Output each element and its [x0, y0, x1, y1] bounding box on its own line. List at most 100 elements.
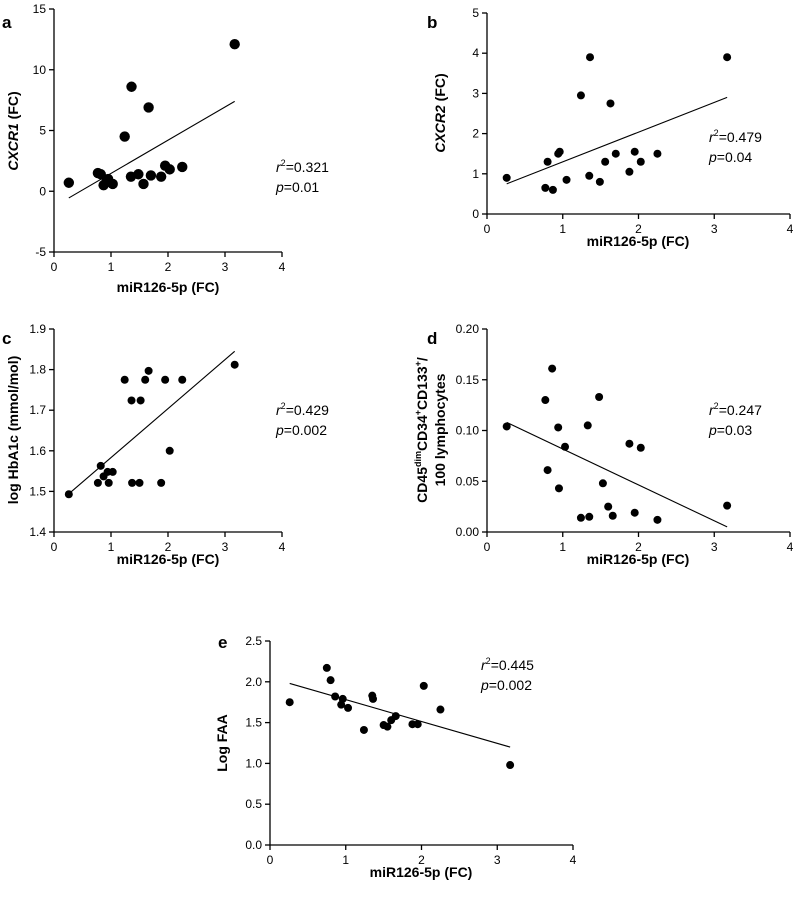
data-point — [436, 705, 445, 714]
data-point — [625, 439, 634, 448]
data-point — [331, 692, 340, 701]
y-tick-label: 1 — [472, 167, 479, 181]
y-tick-label: 1.9 — [29, 322, 46, 336]
data-point — [543, 466, 552, 475]
data-point — [369, 694, 378, 703]
data-point — [135, 478, 144, 487]
data-point — [561, 442, 570, 451]
y-axis-label-line1: CD45dimCD34+CD133+/ — [413, 357, 430, 503]
data-point — [611, 149, 620, 158]
y-axis-label-gene: CXCR1 — [5, 123, 21, 171]
data-point — [141, 375, 150, 384]
panel-letter: b — [427, 13, 437, 32]
y-tick-label: 1.6 — [29, 444, 46, 458]
y-axis-label: Log FAA — [214, 714, 230, 772]
y-tick-label: 2.5 — [245, 634, 262, 648]
data-point — [585, 512, 594, 521]
x-tick-label: 4 — [279, 260, 286, 274]
data-point — [93, 478, 102, 487]
y-tick-label: 3 — [472, 86, 479, 100]
data-point — [107, 178, 118, 190]
data-point — [338, 694, 347, 703]
x-axis-label: miR126-5p (FC) — [117, 551, 220, 567]
data-point — [144, 366, 153, 375]
data-point — [157, 478, 166, 487]
y-tick-label: 1.8 — [29, 363, 46, 377]
regression-line — [289, 682, 511, 748]
data-point — [625, 167, 634, 176]
panel-b: b 0 1 2 3 4 0 1 2 3 4 5 miR126-5p (FC) CXCR2 (FC) r2=0… — [427, 6, 794, 249]
x-axis-label: miR126-5p (FC) — [370, 864, 473, 880]
y-tick-label: 0.10 — [456, 424, 480, 438]
p-value-label: p=0.03 — [708, 422, 752, 438]
y-tick-label: 4 — [472, 46, 479, 60]
data-point — [145, 170, 157, 181]
data-point — [585, 171, 594, 180]
data-point — [604, 502, 613, 511]
y-tick-label: 5 — [39, 124, 46, 138]
x-axis-label: miR126-5p (FC) — [587, 233, 690, 249]
y-tick-label: 1.5 — [29, 484, 46, 498]
x-tick-label: 1 — [559, 222, 566, 236]
x-tick-label: 4 — [787, 540, 794, 554]
y-tick-label: -5 — [35, 245, 46, 259]
y-tick-label: 2 — [472, 127, 479, 141]
x-tick-label: 3 — [222, 540, 229, 554]
data-point — [723, 53, 732, 62]
data-point — [548, 185, 557, 194]
x-tick-label: 4 — [787, 222, 794, 236]
data-point — [653, 149, 662, 158]
y-axis-label: CD45dimCD34+CD133+/100 lymphocytes — [413, 357, 448, 503]
y-tick-label: 1.4 — [29, 525, 46, 539]
data-point — [636, 443, 645, 452]
y-tick-label: 0.0 — [245, 838, 262, 852]
y-tick-label: 0.15 — [456, 373, 480, 387]
data-point — [128, 478, 137, 487]
x-tick-label: 2 — [635, 540, 642, 554]
panel-c: c 0 1 2 3 4 1.4 1.5 1.6 1.7 1.8 1.9 miR126-5p (FC) lo… — [2, 322, 329, 567]
r-squared-label: r2=0.479 — [709, 128, 762, 145]
y-tick-label: 0.5 — [245, 797, 262, 811]
data-point — [391, 712, 400, 721]
data-point — [104, 478, 113, 487]
y-tick-label: 1.0 — [245, 756, 262, 770]
data-point — [64, 490, 73, 499]
x-tick-label: 3 — [711, 540, 718, 554]
data-point — [723, 501, 732, 510]
x-tick-label: 2 — [165, 540, 172, 554]
p-value-label: p=0.002 — [275, 422, 327, 438]
data-point — [143, 102, 154, 113]
panel-letter: e — [218, 633, 227, 652]
x-tick-label: 2 — [635, 222, 642, 236]
data-point — [120, 375, 129, 384]
y-tick-label: 0.05 — [456, 474, 480, 488]
y-axis-label-gene: CXCR2 — [432, 105, 448, 153]
data-point — [285, 698, 294, 707]
x-tick-label: 1 — [108, 540, 115, 554]
y-axis-label: log HbA1c (mmol/mol) — [5, 356, 21, 505]
y-axis-label-unit: (FC) — [432, 73, 448, 105]
data-point — [548, 364, 557, 373]
data-point — [155, 171, 167, 182]
data-point — [562, 175, 571, 184]
panel-d: d 0 1 2 3 4 0.00 0.05 0.10 0.15 0.20 miR126-5p (FC)… — [413, 322, 794, 567]
data-point — [554, 423, 563, 432]
data-point — [630, 508, 639, 517]
y-tick-label: 15 — [33, 2, 47, 16]
data-point — [164, 164, 175, 175]
x-tick-label: 4 — [279, 540, 286, 554]
y-tick-label: 2.0 — [245, 675, 262, 689]
data-point — [127, 396, 136, 405]
data-point — [419, 681, 428, 690]
panel-a: a 0 1 2 3 4 -5 0 5 10 15 miR126-5p (FC) CXCR1 (FC) r2… — [2, 2, 329, 295]
x-tick-label: 0 — [51, 260, 58, 274]
data-point — [383, 722, 392, 731]
regression-line — [68, 350, 236, 495]
data-point — [230, 360, 239, 369]
p-value-label: p=0.04 — [708, 149, 752, 165]
x-axis-label: miR126-5p (FC) — [117, 279, 220, 295]
data-point — [178, 375, 187, 384]
data-point — [541, 183, 550, 192]
data-point — [598, 479, 607, 488]
x-tick-label: 3 — [222, 260, 229, 274]
